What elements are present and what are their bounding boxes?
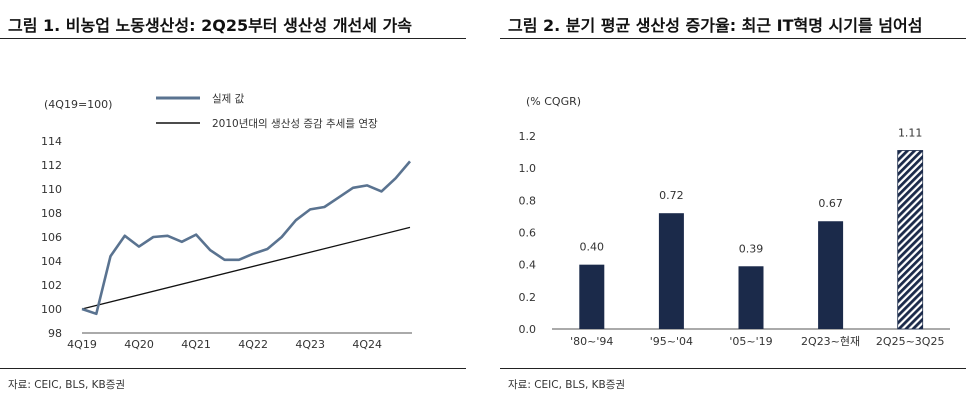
bar-ylabel: (% CQGR): [526, 95, 581, 108]
line-y-tick-label: 98: [48, 327, 62, 340]
line-x-tick-label: 4Q23: [295, 338, 325, 351]
right-chart-panel: 그림 2. 분기 평균 생산성 증가율: 최근 IT혁명 시기를 넘어섬 (% …: [500, 0, 966, 402]
right-chart-title: 그림 2. 분기 평균 생산성 증가율: 최근 IT혁명 시기를 넘어섬: [508, 16, 923, 35]
actual-series-line: [81, 160, 411, 316]
line-x-tick-label: 4Q20: [124, 338, 154, 351]
bar-y-tick-label: 0.2: [519, 291, 537, 304]
bar-category-label: '95~'04: [650, 335, 693, 348]
bar-chart: (% CQGR) 0.0 0.2 0.4 0.6 0.8 1.0 1.2 0.40 '80~'94…: [519, 95, 950, 348]
line-x-tick-label: 4Q19: [67, 338, 97, 351]
line-y-tick-label: 114: [41, 135, 62, 148]
trend-line: [81, 226, 411, 310]
bar-3: [818, 221, 844, 329]
legend-label-trend: 2010년대의 생산성 증감 추세를 연장: [212, 118, 378, 130]
left-source-note: 자료: CEIC, BLS, KB증권: [8, 379, 126, 391]
bar-category-label: '80~'94: [570, 335, 613, 348]
left-chart-title: 그림 1. 비농업 노동생산성: 2Q25부터 생산성 개선세 가속: [8, 16, 413, 35]
bar-1: [658, 213, 684, 329]
line-y-tick-label: 100: [41, 303, 62, 316]
line-x-tick-label: 4Q24: [352, 338, 382, 351]
left-top-rule: [0, 38, 466, 39]
legend-label-actual: 실제 값: [212, 93, 245, 105]
line-chart: (4Q19=100) 실제 값 2010년대의 생산성 증감 추세를 연장 98 100…: [41, 93, 412, 351]
bar-y-tick-label: 0.0: [519, 323, 537, 336]
bar-y-tick-label: 0.4: [519, 259, 537, 272]
bar-y-tick-label: 0.6: [519, 227, 537, 240]
bar-category-label: 2Q25~3Q25: [876, 335, 945, 348]
right-top-rule: [500, 38, 966, 39]
bar-value-label: 1.11: [898, 126, 923, 139]
line-y-tick-label: 110: [41, 183, 62, 196]
bar-0: [579, 264, 605, 329]
bar-y-tick-label: 0.8: [519, 194, 537, 207]
bar-y-tick-label: 1.0: [519, 162, 537, 175]
bar-value-label: 0.39: [739, 242, 764, 255]
bar-value-label: 0.67: [818, 197, 843, 210]
bar-2: [738, 266, 764, 329]
left-chart-panel: 그림 1. 비농업 노동생산성: 2Q25부터 생산성 개선세 가속 (4Q19…: [0, 0, 466, 402]
line-y-tick-label: 106: [41, 231, 62, 244]
right-bottom-rule: [500, 368, 966, 369]
line-ylabel: (4Q19=100): [44, 98, 112, 111]
bar-4: [897, 150, 924, 330]
bar-value-label: 0.72: [659, 189, 684, 202]
bar-y-tick-label: 1.2: [519, 130, 537, 143]
line-x-tick-label: 4Q22: [238, 338, 268, 351]
line-y-tick-label: 112: [41, 159, 62, 172]
line-y-tick-label: 102: [41, 279, 62, 292]
bar-value-label: 0.40: [580, 241, 605, 254]
line-y-tick-label: 108: [41, 207, 62, 220]
right-source-note: 자료: CEIC, BLS, KB증권: [508, 379, 626, 391]
bar-category-label: '05~'19: [729, 335, 772, 348]
bar-category-label: 2Q23~현재: [801, 335, 860, 348]
line-y-tick-label: 104: [41, 255, 62, 268]
line-x-tick-label: 4Q21: [181, 338, 211, 351]
left-bottom-rule: [0, 368, 466, 369]
